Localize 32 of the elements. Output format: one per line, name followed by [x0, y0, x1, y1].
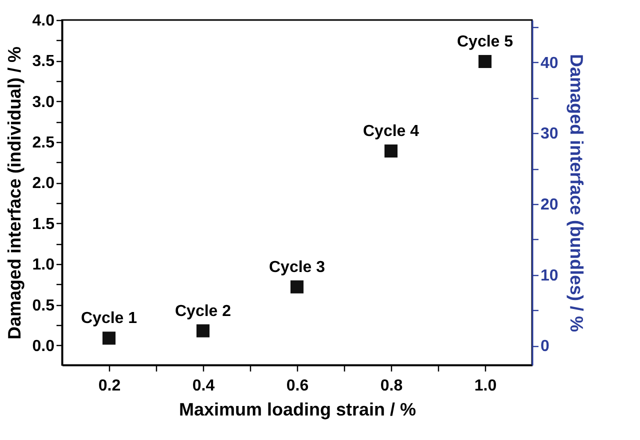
annotation: Cycle 3	[268, 258, 326, 276]
y-tick-label: 2.0	[32, 175, 55, 192]
x-tick-label: 0.4	[192, 378, 215, 394]
point	[478, 54, 492, 68]
x-tick-label: 0.8	[380, 378, 403, 394]
x-tick-label: 1.0	[474, 378, 497, 394]
y-tick-label: 0.0	[32, 338, 55, 355]
point	[384, 144, 398, 158]
annotation: Cycle 5	[456, 34, 514, 50]
x-tick-label: 0.2	[98, 378, 121, 394]
y2-tick-label: 0	[540, 338, 550, 356]
y-tick-label: 2.5	[32, 134, 55, 152]
point	[290, 280, 304, 294]
y2-axis-title: Damaged interface (bundles) / %	[566, 54, 586, 332]
y2-tick-label: 40	[540, 54, 558, 72]
y2-tick-label: 10	[540, 267, 558, 284]
point	[196, 324, 210, 338]
y2-tick-label: 30	[540, 126, 558, 143]
y-tick-label: 1.0	[32, 256, 55, 274]
y-tick-label: 0.5	[32, 297, 55, 314]
x-tick-label: 0.6	[286, 378, 309, 394]
annotation: Cycle 2	[174, 302, 232, 320]
y-tick-label: 4.0	[32, 12, 55, 30]
point	[102, 332, 116, 345]
y2-tick-label: 20	[540, 196, 558, 214]
x-axis-title: Maximum loading strain / %	[178, 400, 416, 420]
y-tick-label: 3.5	[32, 53, 55, 70]
annotation: Cycle 4	[362, 123, 420, 140]
annotation: Cycle 1	[80, 310, 138, 328]
y-tick-label: 1.5	[32, 216, 55, 233]
y-tick-label: 3.0	[32, 94, 55, 111]
y-axis-title: Damaged interface (individual) / %	[4, 46, 24, 340]
